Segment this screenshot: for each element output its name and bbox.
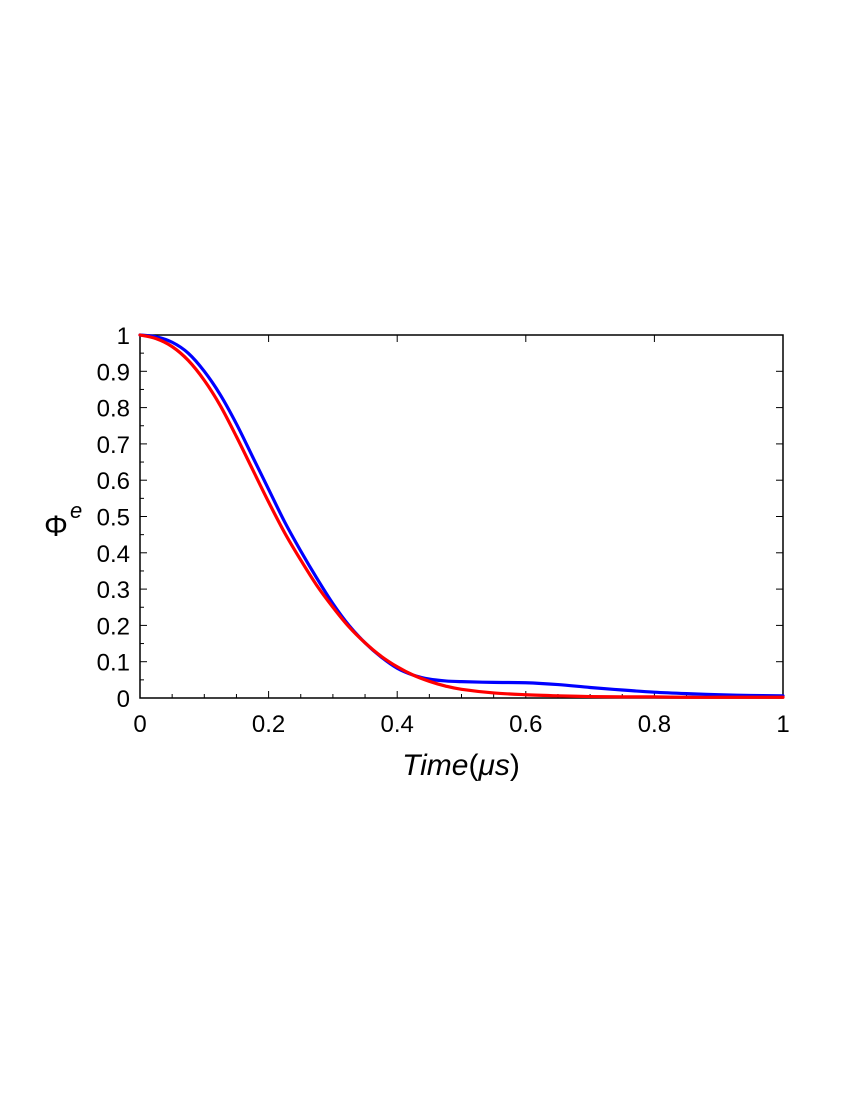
plot-frame: [139, 334, 784, 699]
x-tick-label: 0.8: [638, 711, 671, 738]
x-tick-label: 1: [776, 711, 789, 738]
series-red-line: [138, 333, 785, 699]
y-tick-label: 0.2: [97, 613, 130, 640]
y-tick-label: 0.1: [97, 650, 130, 677]
y-tick-label: 0.3: [97, 577, 130, 604]
x-tick-label: 0.2: [252, 711, 285, 738]
y-tick-label: 0.6: [97, 468, 130, 495]
y-axis-ticks: 0 0.1 0.2 0.3 0.4 0.5 0.6 0.7 0.8 0.9 1: [97, 323, 783, 713]
series-layer: [138, 333, 785, 699]
y-tick-label: 0.9: [97, 359, 130, 386]
y-tick-label: 0.7: [97, 432, 130, 459]
x-tick-label: 0.6: [509, 711, 542, 738]
x-tick-label: 0: [133, 711, 146, 738]
y-tick-label: 0.4: [97, 541, 130, 568]
y-tick-label: 0.8: [97, 396, 130, 423]
y-axis-title: Φe: [44, 498, 82, 543]
x-axis-ticks: 0 0.2 0.4 0.6 0.8 1: [133, 335, 790, 738]
x-axis-title: Time(μs): [402, 749, 520, 782]
y-tick-label: 0.5: [97, 505, 130, 532]
x-tick-label: 0.4: [381, 711, 414, 738]
y-tick-label: 1: [117, 323, 130, 350]
y-tick-label: 0: [117, 686, 130, 713]
series-blue-line: [138, 333, 785, 698]
